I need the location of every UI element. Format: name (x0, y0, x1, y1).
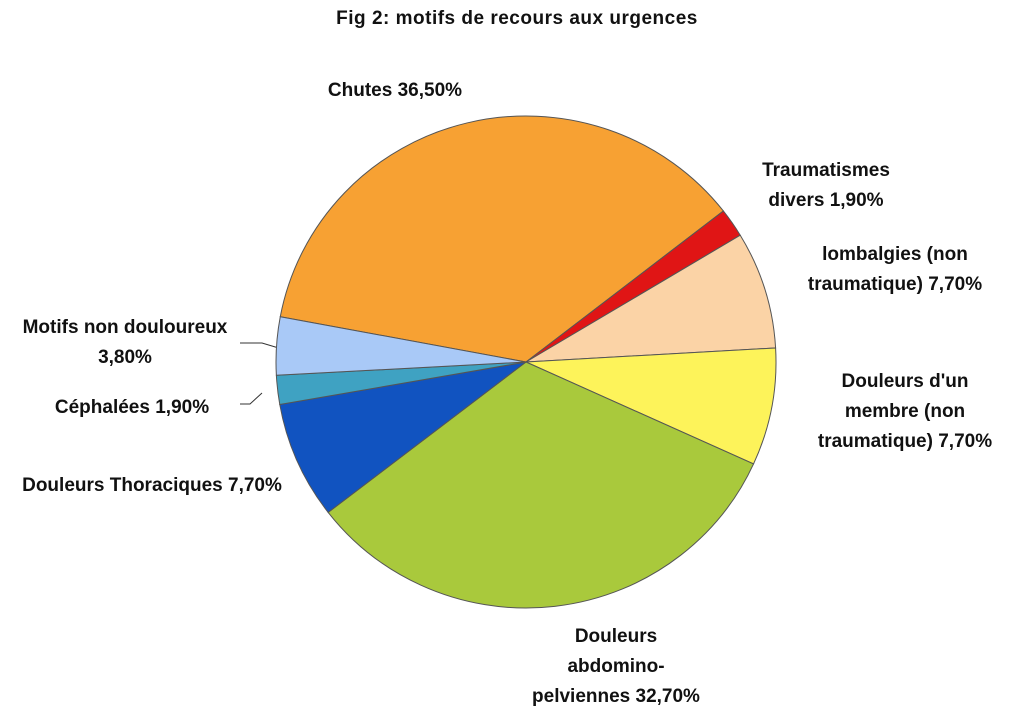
value-label: 36,50% (397, 80, 463, 101)
category-name: Motifs non douloureux (22, 317, 228, 338)
leader-line (240, 342, 283, 350)
pie-slice (275, 316, 527, 376)
category-name: Douleurs Thoraciques (22, 475, 223, 496)
chart-title: Fig 2: motifs de recours aux urgences (336, 8, 698, 29)
slice-label: Traumatismes divers 1,90% (751, 156, 901, 216)
pie-slice (525, 347, 777, 465)
value-label: 3,80% (98, 347, 152, 368)
category-name: Chutes (327, 80, 393, 101)
category-name: Céphalées (54, 397, 150, 418)
slice-label: Douleurs abdomino-pelviennes 32,70% (531, 622, 701, 712)
slice-label: Chutes 36,50% (265, 76, 525, 106)
slice-label: Motifs non douloureux 3,80% (5, 313, 245, 373)
slice-label: Céphalées 1,90% (17, 393, 247, 423)
slice-label: Douleurs Thoraciques 7,70% (7, 471, 297, 501)
category-name: Douleurs d'un membre (non traumatique) (817, 371, 969, 452)
value-label: 1,90% (829, 190, 884, 211)
value-label: 7,70% (228, 475, 282, 496)
value-label: 1,90% (155, 397, 210, 418)
value-label: 7,70% (938, 431, 993, 452)
pie-slice (327, 361, 755, 609)
value-label: 32,70% (635, 686, 700, 707)
category-name: Douleurs abdomino-pelviennes (532, 626, 665, 707)
slice-label: Douleurs d'un membre (non traumatique) 7… (805, 367, 1005, 457)
value-label: 7,70% (928, 274, 983, 295)
category-name: lombalgies (non traumatique) (807, 244, 968, 295)
category-name: Traumatismes divers (762, 160, 890, 211)
leader-line (240, 392, 263, 405)
pie-slice (279, 361, 527, 514)
pie-slice (525, 234, 777, 363)
pie-slice (279, 115, 725, 363)
slice-label: lombalgies (non traumatique) 7,70% (770, 240, 1020, 300)
